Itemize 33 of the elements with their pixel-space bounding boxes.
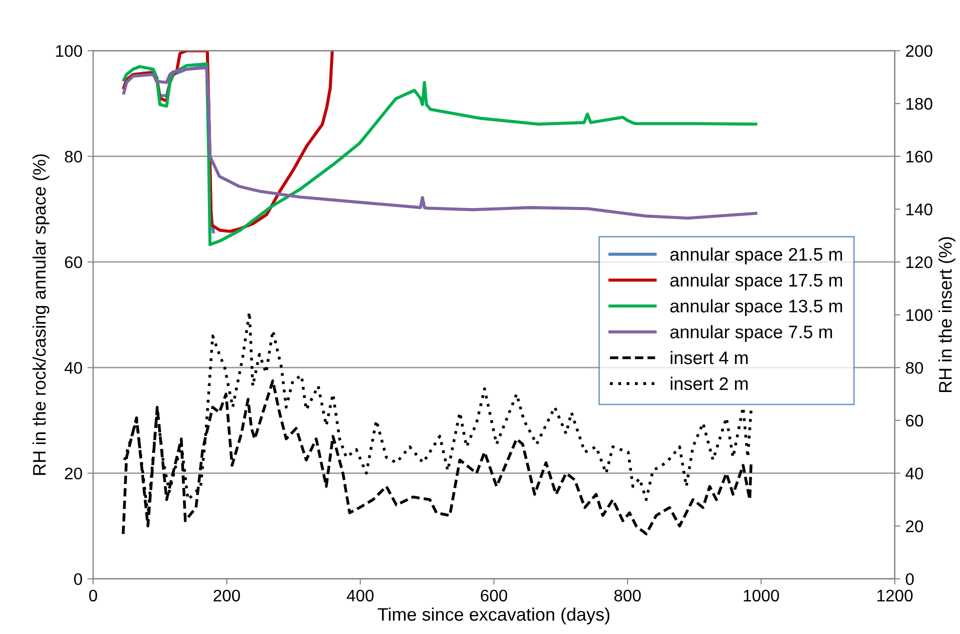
y2-tick-label: 60 xyxy=(906,414,924,427)
x-tick-label: 400 xyxy=(346,590,374,602)
x-tick-label: 1200 xyxy=(877,590,913,602)
y2-tick-label: 180 xyxy=(906,98,932,110)
y-tick-label: 80 xyxy=(64,150,82,163)
x-axis-title: Time since excavation (days) xyxy=(378,608,610,624)
y2-tick-label: 200 xyxy=(906,45,932,57)
legend-label: annular space 21.5 m xyxy=(670,248,842,264)
legend-label: annular space 13.5 m xyxy=(670,299,842,316)
y2-tick-label: 120 xyxy=(906,256,932,268)
y-tick-label: 60 xyxy=(65,256,82,268)
y-tick-label: 40 xyxy=(64,362,82,374)
x-tick-label: 1000 xyxy=(744,590,780,602)
legend-label: annular space 17.5 m xyxy=(670,273,842,290)
y2-tick-label: 20 xyxy=(906,520,924,532)
legend-label: insert 4 m xyxy=(670,350,748,364)
legend-label: insert 2 m xyxy=(670,376,748,390)
y2-tick-label: 80 xyxy=(906,362,924,374)
y2-tick-label: 140 xyxy=(906,204,932,216)
y2-tick-label: 40 xyxy=(906,468,924,480)
y-axis-title: RH in the rock/casing annular space (%) xyxy=(32,154,50,475)
y2-axis-title: RH in the insert (%) xyxy=(938,237,956,392)
x-tick-label: 0 xyxy=(89,590,98,602)
y2-tick-label: 160 xyxy=(906,150,932,163)
y2-tick-label: 0 xyxy=(906,573,914,586)
legend-label: annular space 7.5 m xyxy=(670,325,832,342)
y-tick-label: 0 xyxy=(74,573,82,586)
x-tick-label: 800 xyxy=(614,590,641,602)
x-tick-label: 200 xyxy=(214,590,240,602)
y2-tick-label: 100 xyxy=(906,309,932,321)
y-tick-label: 20 xyxy=(65,468,82,480)
x-tick-label: 600 xyxy=(480,590,508,602)
y-tick-label: 100 xyxy=(56,45,82,57)
